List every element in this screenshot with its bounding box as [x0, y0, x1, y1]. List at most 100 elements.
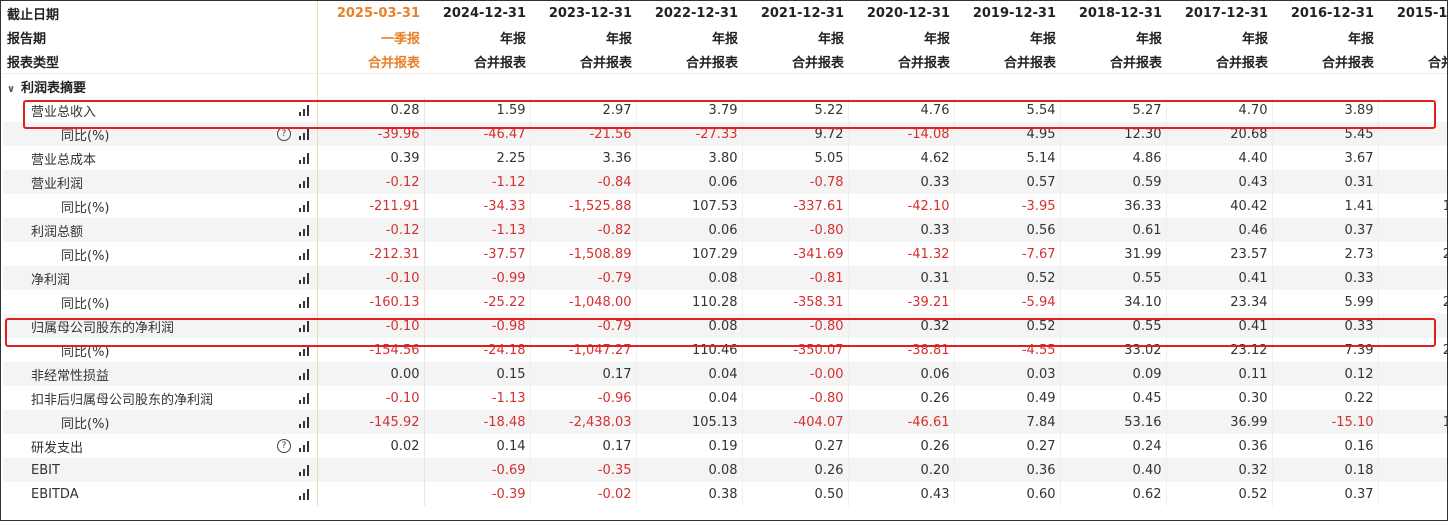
table-row[interactable]: 营业总收入 0.28 1.59 2.97 3.79 5.22 4.76 5.54 5.27 4.7… — [3, 98, 1447, 122]
value-cell: -18.48 — [423, 410, 530, 434]
section-spacer — [317, 73, 424, 98]
bar-chart-icon[interactable] — [299, 368, 311, 380]
value-cell: 3.79 — [635, 98, 742, 122]
row-label: 同比(%) — [3, 242, 255, 266]
table-row[interactable]: 同比(%) -212.31 -37.57 -1,508.89 107.29 -341.69… — [3, 242, 1447, 266]
table-row[interactable]: 利润总额 -0.12 -1.13 -0.82 0.06 -0.80 0.33 0.56 0.61… — [3, 218, 1447, 242]
table-row[interactable]: EBITDA -0.39 -0.02 0.38 0.50 0.43 0.60 0.62 0.52… — [3, 482, 1447, 506]
bar-chart-icon[interactable] — [299, 464, 311, 476]
header-date-cell: 2015-12-31 — [1378, 1, 1447, 25]
table-row[interactable]: 扣非后归属母公司股东的净利润 -0.10 -1.13 -0.96 0.04 -0.80 0.… — [3, 386, 1447, 410]
bar-chart-icon[interactable] — [299, 320, 311, 332]
table-row[interactable]: 同比(%) -160.13 -25.22 -1,048.00 110.28 -358.31… — [3, 290, 1447, 314]
value-cell: -154.56 — [317, 338, 425, 362]
value-cell: -1.13 — [423, 218, 530, 242]
bar-chart-icon[interactable] — [299, 248, 311, 260]
value-cell: -0.10 — [317, 314, 425, 338]
bar-chart-icon[interactable] — [299, 344, 311, 356]
bar-chart-icon[interactable] — [299, 440, 311, 452]
row-icons — [255, 218, 318, 242]
bar-chart-icon[interactable] — [299, 152, 311, 164]
value-cell: 0.33 — [847, 170, 954, 194]
value-cell: 2.97 — [529, 98, 636, 122]
value-cell: 0.08 — [635, 458, 742, 482]
value-cell: 0.45 — [1059, 386, 1166, 410]
value-cell: 0.31 — [1377, 314, 1447, 338]
value-cell: 0.00 — [317, 362, 425, 386]
value-cell: -160.13 — [317, 290, 425, 314]
bar-chart-icon[interactable] — [299, 272, 311, 284]
value-cell: 0.61 — [1059, 218, 1166, 242]
value-cell: 4.76 — [847, 98, 954, 122]
value-cell: 0.56 — [953, 218, 1060, 242]
value-cell: 0.55 — [1059, 314, 1166, 338]
table-row[interactable]: 非经常性损益 0.00 0.15 0.17 0.04 -0.00 0.06 0.03 0.09 0… — [3, 362, 1447, 386]
section-spacer — [1378, 73, 1447, 98]
value-cell: 0.18 — [1271, 458, 1378, 482]
section-income-summary[interactable]: ∨ 利润表摘要 — [3, 73, 1447, 98]
value-cell: 0.50 — [741, 482, 848, 506]
table-row[interactable]: 营业利润 -0.12 -1.12 -0.84 0.06 -0.78 0.33 0.57 0.59… — [3, 170, 1447, 194]
header-date-cell: 2024-12-31 — [424, 1, 530, 25]
bar-chart-icon[interactable] — [299, 104, 311, 116]
value-cell: 34.10 — [1059, 290, 1166, 314]
header-type-cell: 合并报表 — [636, 49, 742, 74]
bar-chart-icon[interactable] — [299, 416, 311, 428]
bar-chart-icon[interactable] — [299, 200, 311, 212]
value-cell: 0.06 — [635, 218, 742, 242]
value-cell: 5.22 — [741, 98, 848, 122]
value-cell: -2,438.03 — [529, 410, 636, 434]
section-title-cell[interactable]: ∨ 利润表摘要 — [3, 73, 318, 98]
value-cell: 0.02 — [317, 434, 425, 458]
header-type-cell: 合并报表 — [1272, 49, 1378, 74]
table-row[interactable]: 同比(%) -154.56 -24.18 -1,047.27 110.46 -350.07… — [3, 338, 1447, 362]
value-cell: 0.41 — [1165, 266, 1272, 290]
value-cell: 0.49 — [953, 386, 1060, 410]
bar-chart-icon[interactable] — [299, 224, 311, 236]
header-date-cell: 2025-03-31 — [317, 1, 424, 25]
header-period-cell: 年报 — [1166, 25, 1272, 49]
bar-chart-icon[interactable] — [299, 176, 311, 188]
value-cell: 0.46 — [1165, 218, 1272, 242]
value-cell: -24.18 — [423, 338, 530, 362]
table-row[interactable]: 同比(%)? -39.96 -46.47 -21.56 -27.33 9.72 -14.08… — [3, 122, 1447, 146]
header-period-cell: 年报 — [424, 25, 530, 49]
value-cell: -1.12 — [423, 170, 530, 194]
value-cell: 0.37 — [1271, 218, 1378, 242]
bar-chart-icon[interactable] — [299, 296, 311, 308]
table-row[interactable]: 归属母公司股东的净利润 -0.10 -0.98 -0.79 0.08 -0.80 0.32 0… — [3, 314, 1447, 338]
table-row[interactable]: 同比(%) -211.91 -34.33 -1,525.88 107.53 -337.61… — [3, 194, 1447, 218]
row-label: 营业利润 — [3, 170, 255, 194]
question-circle-icon[interactable]: ? — [277, 439, 291, 453]
section-spacer — [1060, 73, 1166, 98]
table-row[interactable]: 研发支出? 0.02 0.14 0.17 0.19 0.27 0.26 0.27 0.24 0.3… — [3, 434, 1447, 458]
bar-chart-icon[interactable] — [299, 128, 311, 140]
value-cell: 0.31 — [1377, 266, 1447, 290]
value-cell: -212.31 — [317, 242, 425, 266]
value-cell: 20.19 — [1377, 290, 1447, 314]
value-cell: -0.82 — [529, 218, 636, 242]
row-label: 净利润 — [3, 266, 255, 290]
value-cell: -39.21 — [847, 290, 954, 314]
header-type-cell: 合并报表 — [1060, 49, 1166, 74]
value-cell: 0.06 — [847, 362, 954, 386]
header-period-cell: 年报 — [848, 25, 954, 49]
value-cell — [317, 458, 425, 482]
table-row[interactable]: 净利润 -0.10 -0.99 -0.79 0.08 -0.81 0.31 0.52 0.55 0… — [3, 266, 1447, 290]
header-spacer — [255, 25, 318, 49]
value-cell: 0.11 — [1165, 362, 1272, 386]
row-label: 利润总额 — [3, 218, 255, 242]
table-row[interactable]: 营业总成本 0.39 2.25 3.36 3.80 5.05 4.62 5.14 4.86 4.4… — [3, 146, 1447, 170]
header-type-cell: 合并报表 — [317, 49, 424, 74]
value-cell: -358.31 — [741, 290, 848, 314]
header-label: 报告期 — [3, 25, 255, 49]
value-cell: 0.20 — [847, 458, 954, 482]
bar-chart-icon[interactable] — [299, 488, 311, 500]
table-row[interactable]: 同比(%) -145.92 -18.48 -2,438.03 105.13 -404.07… — [3, 410, 1447, 434]
row-icons — [255, 482, 318, 506]
table-row[interactable]: EBIT -0.69 -0.35 0.08 0.26 0.20 0.36 0.40 0.32 0.… — [3, 458, 1447, 482]
question-circle-icon[interactable]: ? — [277, 127, 291, 141]
bar-chart-icon[interactable] — [299, 392, 311, 404]
chevron-down-icon[interactable]: ∨ — [7, 83, 16, 95]
value-cell: 0.55 — [1059, 266, 1166, 290]
